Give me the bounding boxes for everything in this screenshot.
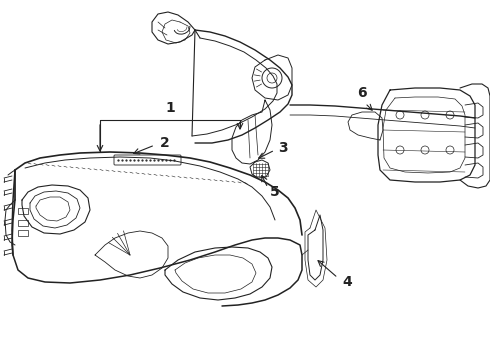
Text: 6: 6 [357, 86, 367, 100]
Text: 3: 3 [278, 141, 288, 155]
Text: 2: 2 [160, 136, 170, 150]
Bar [18, 208, 28, 214]
Text: 4: 4 [342, 275, 352, 289]
Bar [18, 220, 28, 226]
Text: 1: 1 [165, 101, 175, 115]
Text: 5: 5 [270, 185, 280, 199]
Bar [18, 230, 28, 236]
